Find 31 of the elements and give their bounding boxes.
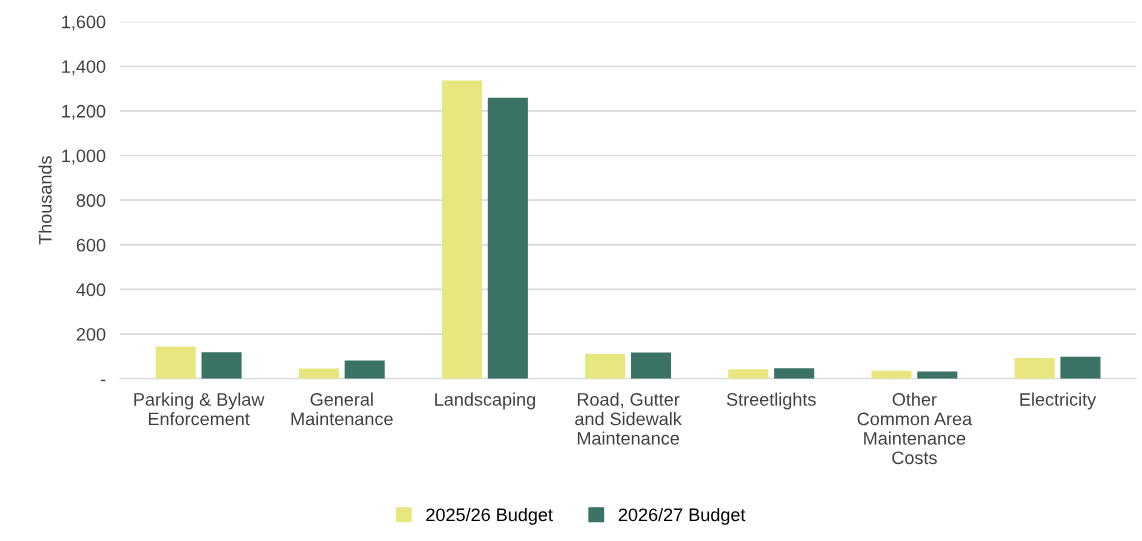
x-tick-label: Landscaping (435, 392, 535, 410)
y-tick-label: - (100, 379, 106, 382)
x-tick-label: Parking & Bylaw Enforcement (134, 392, 265, 426)
bar (487, 97, 528, 379)
legend-label: 2026/27 Budget (618, 507, 746, 525)
y-tick-label: 1,200 (62, 104, 106, 120)
y-tick-label: 800 (76, 194, 106, 207)
y-tick-label: 200 (76, 328, 106, 341)
x-tick-label: Other Common Area Maintenance Costs (857, 392, 973, 465)
bar (298, 368, 339, 379)
y-tick-label: 1,000 (62, 149, 106, 165)
y-tick-label: 1,400 (62, 60, 106, 76)
legend-label: 2025/26 Budget (426, 507, 553, 525)
bar (774, 368, 815, 379)
y-axis-title: Thousands (38, 156, 52, 245)
bar (1060, 356, 1101, 379)
y-tick-label: 600 (76, 238, 106, 252)
x-tick-label: Electricity (1020, 392, 1097, 410)
bar (585, 353, 626, 379)
bar (630, 352, 672, 379)
x-tick-label: Road, Gutter and Sidewalk Maintenance (575, 392, 682, 445)
bar (201, 352, 242, 379)
bar (344, 360, 385, 379)
x-tick-label: General Maintenance (291, 392, 393, 426)
y-tick-label: 400 (76, 283, 106, 297)
bar (1014, 357, 1055, 379)
bar (155, 346, 196, 379)
y-tick-label: 1,600 (62, 15, 106, 31)
bar (442, 80, 483, 379)
x-tick-label: Streetlights (726, 392, 816, 410)
bar (728, 369, 769, 379)
